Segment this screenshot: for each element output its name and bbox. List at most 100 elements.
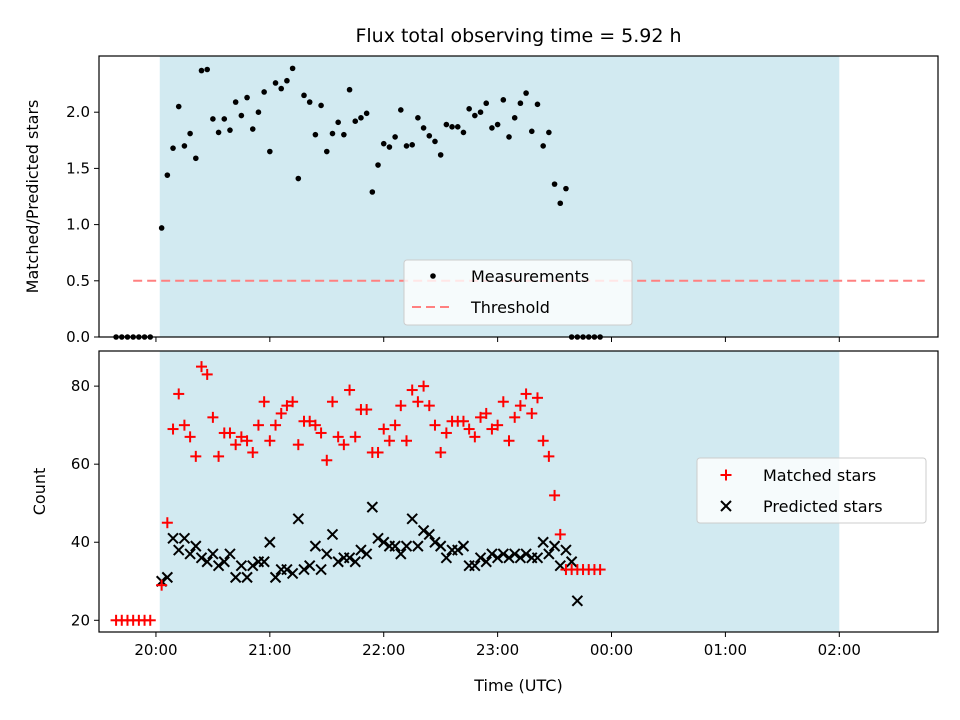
matched-star-point [332,431,344,443]
matched-star-point [315,427,327,439]
predicted-star-point [212,559,225,572]
measurement-point [261,89,267,95]
predicted-star-point [560,544,572,556]
matched-star-point [389,419,401,431]
matched-star-point [526,407,538,419]
predicted-star-point [173,544,185,556]
measurement-point [238,112,245,119]
predicted-star-point [195,552,208,564]
measurement-point [563,185,569,192]
legend-matched-marker [720,469,732,481]
matched-star-point [503,435,515,447]
top-x-axis-ticks [155,337,840,342]
measurement-point [466,106,472,112]
measurement-point [369,189,376,195]
matched-star-point [207,411,219,423]
measurement-point [517,100,524,107]
matched-star-point [224,427,236,439]
matched-star-point [486,423,498,435]
matched-star-point [349,431,361,443]
measurement-point [210,116,216,122]
predicted-star-point [514,552,527,564]
predicted-star-point [247,559,259,572]
legend-predicted-x [720,500,732,512]
predicted-star-point [457,540,470,552]
measurement-point [289,65,296,72]
predicted-star-point [178,532,191,545]
matched-star-point [423,400,435,412]
matched-star-point [395,400,407,412]
matched-star-point [378,423,390,435]
matched-star-point [281,400,293,412]
matched-star-point [309,419,321,431]
matched-star-point [287,396,299,408]
predicted-star-point [258,556,270,568]
measurement-point [375,162,381,168]
measurement-point [346,86,353,93]
matched-star-point [230,439,242,451]
measurement-point [255,109,262,115]
chart-title: Flux total observing time = 5.92 h [355,25,681,47]
measurement-point [489,125,495,131]
matched-star-point [361,404,373,416]
measurement-point [278,85,285,92]
predicted-star-point [281,563,293,576]
predicted-star-point [315,563,327,576]
top-y-tick-label: 1.0 [66,216,90,234]
predicted-star-point [229,571,242,584]
predicted-star-point [269,571,282,584]
matched-star-point [178,419,190,431]
matched-star-point [270,419,282,431]
matched-star-point [201,368,213,380]
top-y-tick-label: 1.5 [66,159,90,177]
bottom-y-axis-label: Count [30,468,49,516]
matched-star-point [326,396,338,408]
top-legend: Measurements Threshold [403,259,633,326]
measurement-point [352,118,359,124]
measurement-point [500,97,507,103]
bottom-panel: 20 40 60 80 20:00 21:00 22:00 23:00 00:00 01:00 0… [30,350,939,695]
measurement-point [335,119,341,126]
predicted-star-point [503,552,515,564]
predicted-star-point [469,559,481,572]
matched-star-point [156,579,168,591]
matched-star-point [213,450,225,462]
predicted-star-point [543,548,555,560]
matched-star-point [292,439,304,451]
measurement-point [403,143,410,149]
predicted-star-point [434,540,447,552]
matched-star-point [173,388,185,400]
predicted-star-point [378,536,390,548]
measurement-point [306,99,313,105]
predicted-star-point [303,559,316,572]
predicted-star-point [417,524,430,537]
measurement-point [187,130,193,137]
bottom-y-tick-label: 60 [71,455,90,473]
measurement-point [557,200,564,207]
matched-star-point [480,407,492,419]
legend-measurements-label: Measurements [471,267,589,286]
matched-star-point [492,419,504,431]
top-y-axis-label: Matched/Predicted stars [23,100,42,294]
predicted-star-point [531,552,544,564]
measurement-point [483,100,490,107]
measurement-point [301,92,307,99]
top-y-tick-label: 2.0 [66,103,90,121]
matched-star-point [144,614,156,626]
matched-star-point [418,380,430,392]
x-axis-label: Time (UTC) [473,676,562,695]
predicted-star-point [292,513,305,525]
bottom-legend: Matched stars Predicted stars [696,457,927,524]
predicted-star-point [389,540,401,552]
measurement-point [295,175,302,182]
measurement-point [170,145,176,151]
matched-star-point [304,415,316,427]
predicted-star-point [452,544,464,556]
matched-star-point [463,423,475,435]
predicted-star-point [537,536,549,548]
measurement-point [477,109,484,115]
legend-predicted-label: Predicted stars [763,497,883,516]
measurement-point [323,148,330,155]
predicted-star-point [207,548,219,560]
bottom-y-tick-label: 80 [71,377,90,395]
